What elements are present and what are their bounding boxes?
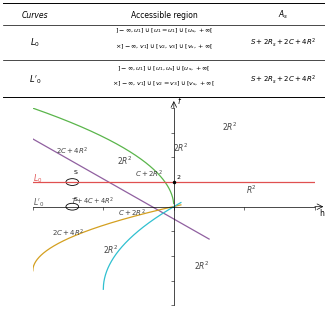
Text: $C+2R^2$: $C+2R^2$ bbox=[134, 169, 162, 180]
Text: $L'_0$: $L'_0$ bbox=[33, 197, 45, 210]
Text: $R^2$: $R^2$ bbox=[246, 183, 257, 196]
Text: $2C+4R^2$: $2C+4R^2$ bbox=[56, 146, 89, 157]
Text: 2: 2 bbox=[177, 175, 181, 180]
Text: S: S bbox=[73, 170, 77, 175]
Text: $A_s$: $A_s$ bbox=[278, 9, 288, 21]
Text: $S+2R_s+2C+4R^2$: $S+2R_s+2C+4R^2$ bbox=[250, 36, 316, 49]
Text: $S+2R_s+2C+4R^2$: $S+2R_s+2C+4R^2$ bbox=[250, 74, 316, 86]
Text: $\times]-\infty,v_1]\cup[v_2,v_3]\cup[v_s,+\infty[$: $\times]-\infty,v_1]\cup[v_2,v_3]\cup[v_… bbox=[115, 42, 213, 51]
Text: f: f bbox=[177, 97, 180, 107]
Text: $L_0$: $L_0$ bbox=[33, 173, 42, 185]
Text: h: h bbox=[319, 209, 324, 218]
Text: $2R^2$: $2R^2$ bbox=[194, 260, 210, 272]
Text: $L_0$: $L_0$ bbox=[31, 36, 40, 49]
Text: $2R^2$: $2R^2$ bbox=[222, 121, 238, 133]
Text: $]-\infty,u_1]\cup[u_1=u_1]\cup[u_s,+\infty[$: $]-\infty,u_1]\cup[u_1=u_1]\cup[u_s,+\in… bbox=[114, 26, 214, 35]
Text: $\times]-\infty,v_1]\cup[v_2=v_3]\cup[v_s,+\infty[$: $\times]-\infty,v_1]\cup[v_2=v_3]\cup[v_… bbox=[113, 80, 215, 88]
Text: $2R^2$: $2R^2$ bbox=[173, 142, 189, 154]
Text: $L'_0$: $L'_0$ bbox=[29, 74, 42, 86]
Text: $T+4C+4R^2$: $T+4C+4R^2$ bbox=[71, 196, 113, 207]
Text: $C+2R^2$: $C+2R^2$ bbox=[117, 207, 146, 218]
Text: S: S bbox=[73, 197, 77, 203]
Text: $2R^2$: $2R^2$ bbox=[103, 244, 118, 256]
Text: Curves: Curves bbox=[22, 10, 49, 19]
Text: Accessible region: Accessible region bbox=[131, 10, 197, 19]
Text: $2R^2$: $2R^2$ bbox=[117, 155, 132, 167]
Text: $]-\infty,u_1]\cup[u_1,u_s]\cup[u_s,+\infty[$: $]-\infty,u_1]\cup[u_1,u_s]\cup[u_s,+\in… bbox=[117, 64, 211, 73]
Text: $2C+4R^2$: $2C+4R^2$ bbox=[52, 228, 84, 239]
